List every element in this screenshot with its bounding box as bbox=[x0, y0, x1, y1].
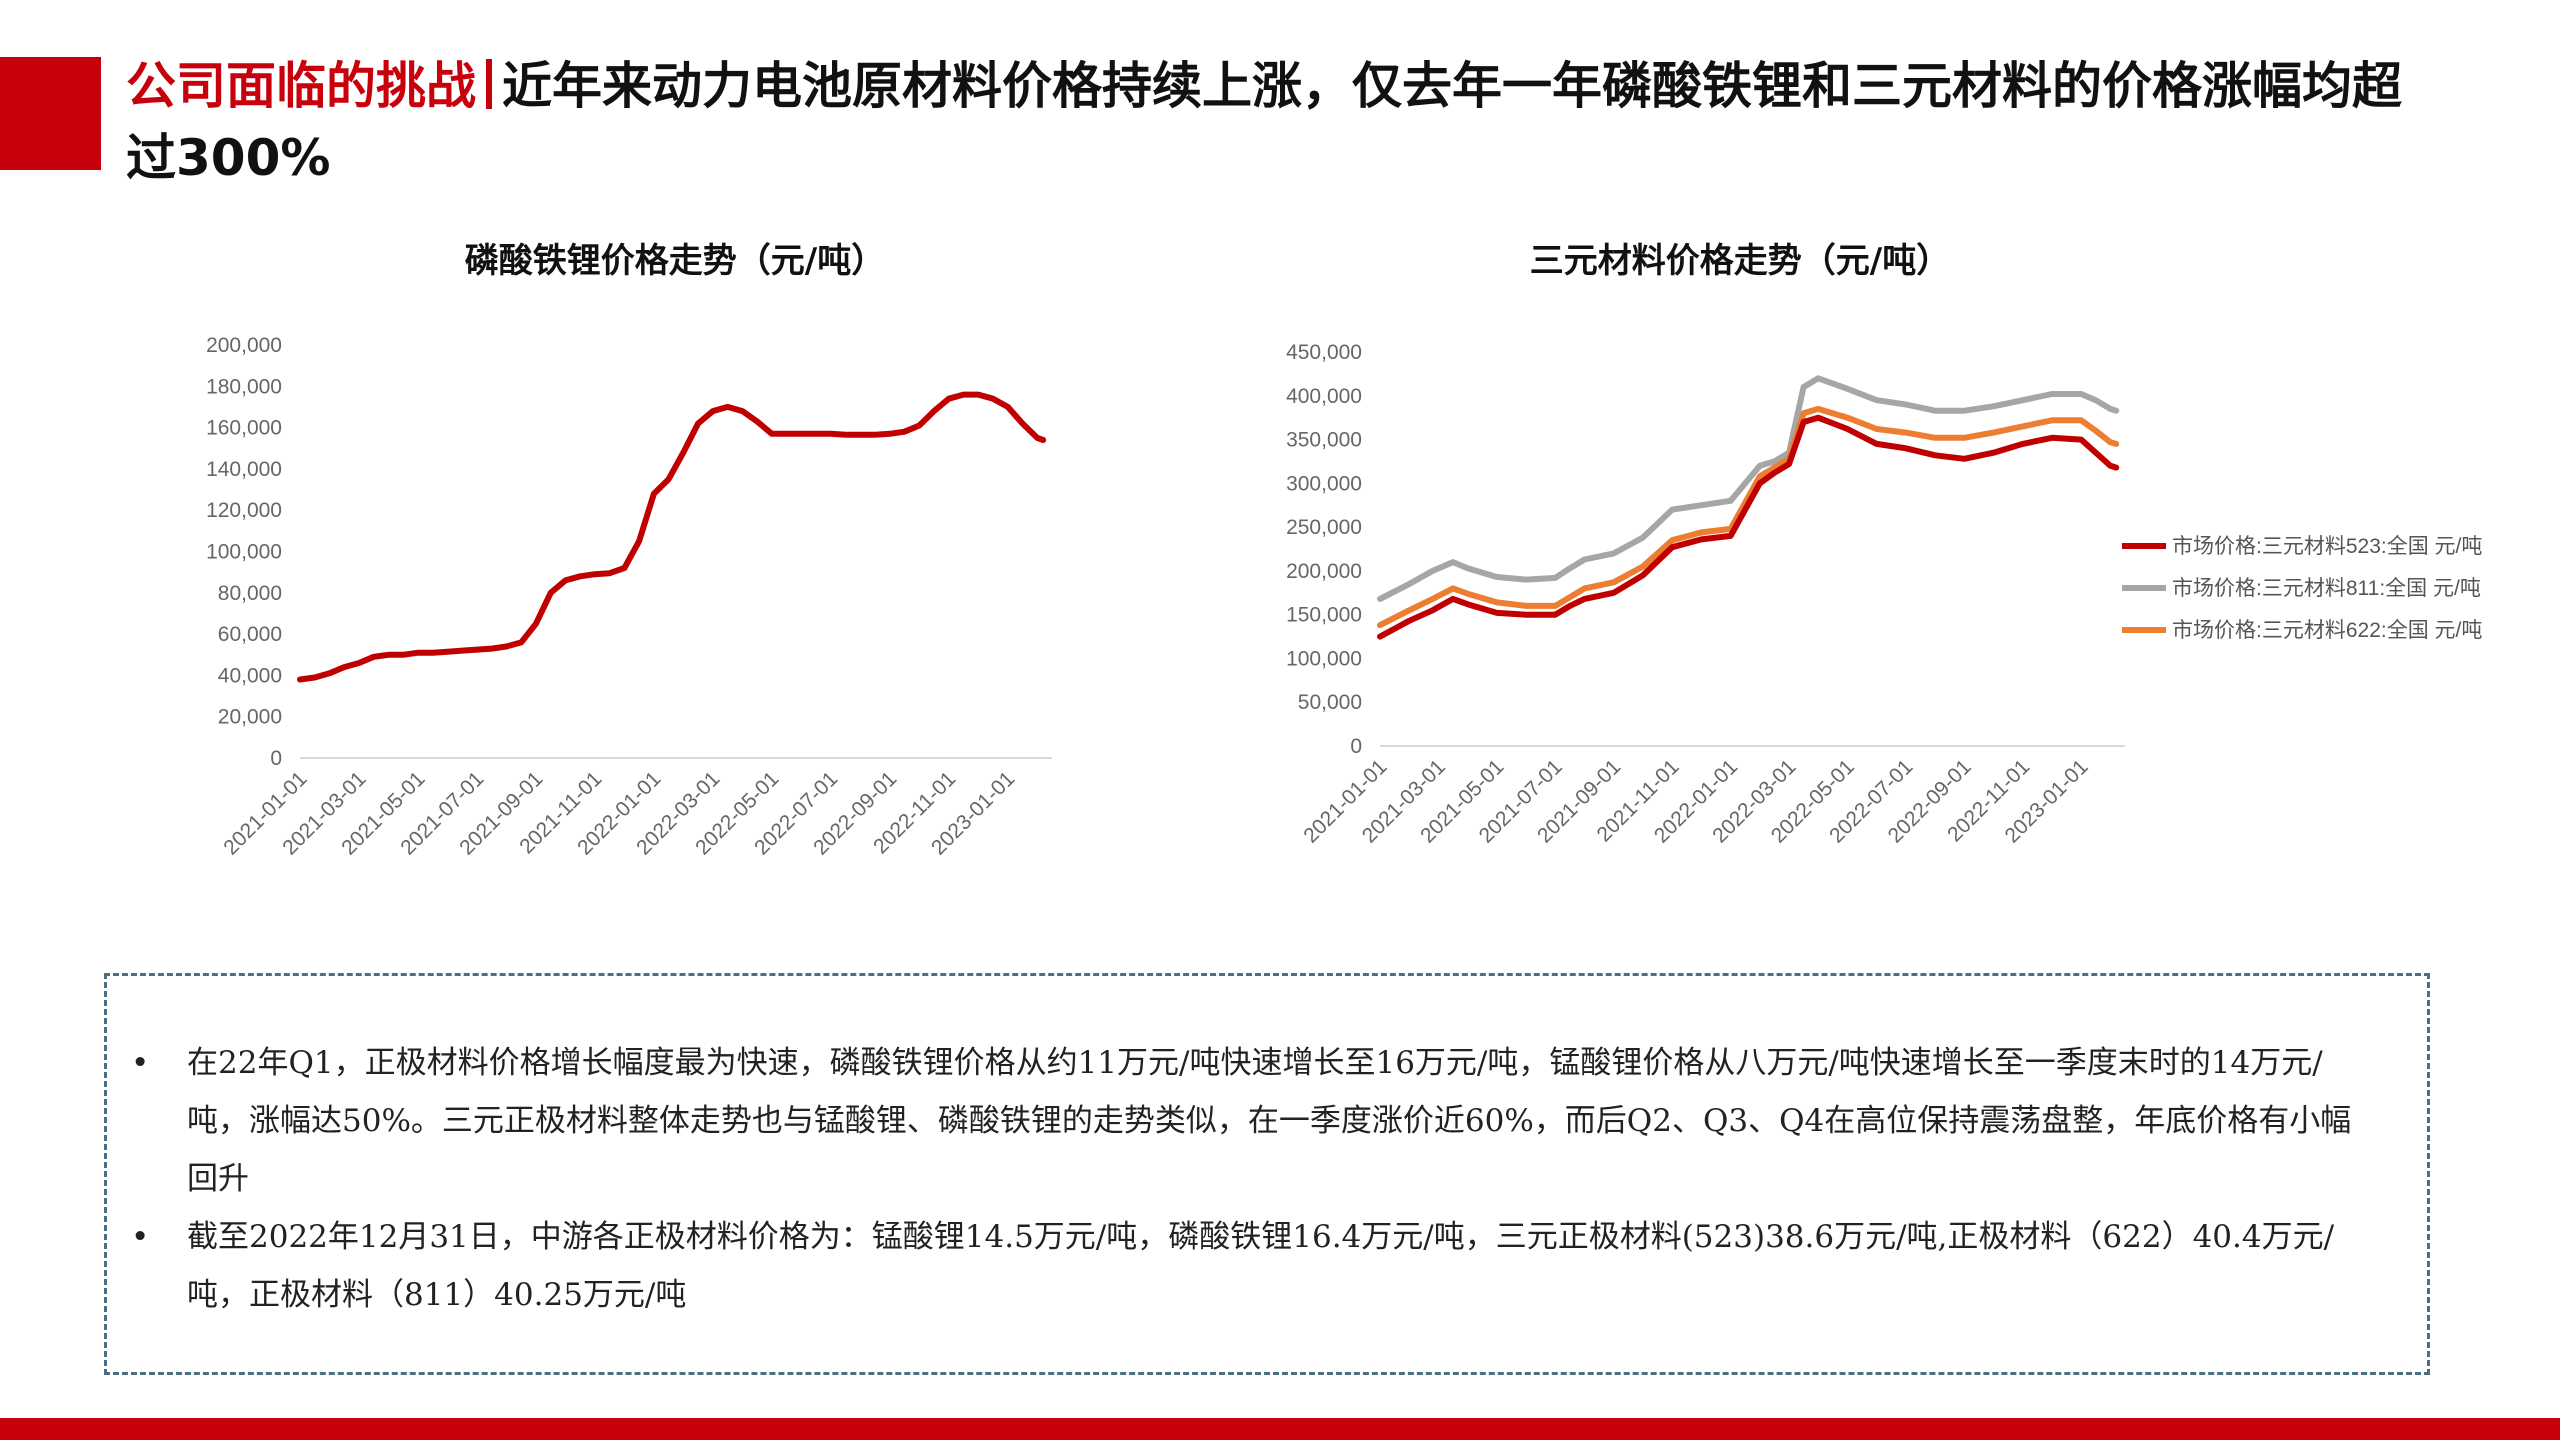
bullet-point: • bbox=[131, 1219, 150, 1255]
legend-label: 市场价格:三元材料523:全国 元/吨 bbox=[2172, 535, 2482, 558]
y-tick-label: 60,000 bbox=[218, 623, 282, 646]
legend-label: 市场价格:三元材料811:全国 元/吨 bbox=[2172, 577, 2481, 600]
note-text: 截至2022年12月31日，中游各正极材料价格为：锰酸锂14.5万元/吨，磷酸铁… bbox=[187, 1219, 2335, 1313]
y-tick-label: 350,000 bbox=[1286, 429, 1362, 452]
y-tick-label: 180,000 bbox=[206, 375, 282, 398]
bullet-point: • bbox=[131, 1045, 150, 1081]
y-tick-label: 100,000 bbox=[1286, 647, 1362, 670]
series-line bbox=[297, 391, 1047, 683]
note-item: • 截至2022年12月31日，中游各正极材料价格为：锰酸锂14.5万元/吨，磷… bbox=[131, 1208, 2367, 1324]
y-tick-label: 100,000 bbox=[206, 541, 282, 564]
note-text: 在22年Q1，正极材料价格增长幅度最为快速，磷酸铁锂价格从约11万元/吨快速增长… bbox=[187, 1045, 2352, 1197]
y-tick-label: 300,000 bbox=[1286, 472, 1362, 495]
bottom-bar bbox=[0, 1418, 2560, 1440]
y-tick-label: 200,000 bbox=[206, 334, 282, 357]
series-line bbox=[1377, 375, 2120, 602]
y-tick-label: 140,000 bbox=[206, 458, 282, 481]
title-rest: 近年来动力电池原材料价格持续上涨，仅去年一年磷酸铁锂和三元材料的价格涨幅均超过3… bbox=[126, 57, 2402, 187]
title-highlight: 公司面临的挑战 bbox=[126, 57, 476, 115]
page-title: 公司面临的挑战 近年来动力电池原材料价格持续上涨，仅去年一年磷酸铁锂和三元材料的价… bbox=[126, 50, 2426, 194]
y-tick-label: 400,000 bbox=[1286, 385, 1362, 408]
y-tick-label: 160,000 bbox=[206, 417, 282, 440]
y-tick-label: 250,000 bbox=[1286, 516, 1362, 539]
y-tick-label: 20,000 bbox=[218, 706, 282, 729]
y-tick-label: 40,000 bbox=[218, 664, 282, 687]
y-tick-label: 0 bbox=[1350, 735, 1362, 758]
y-tick-label: 50,000 bbox=[1298, 691, 1362, 714]
series-line bbox=[1377, 414, 2120, 640]
lfp-chart-title: 磷酸铁锂价格走势（元/吨） bbox=[464, 241, 886, 281]
ncm-price-chart: 0 50,000 100,000 150,000 200,000 250,000 300,0… bbox=[1286, 341, 2482, 847]
y-tick-label: 150,000 bbox=[1286, 604, 1362, 627]
title-separator bbox=[486, 59, 492, 109]
notes-list: • 在22年Q1，正极材料价格增长幅度最为快速，磷酸铁锂价格从约11万元/吨快速… bbox=[131, 1034, 2367, 1324]
notes-box: • 在22年Q1，正极材料价格增长幅度最为快速，磷酸铁锂价格从约11万元/吨快速… bbox=[104, 973, 2430, 1375]
y-tick-label: 200,000 bbox=[1286, 560, 1362, 583]
legend-label: 市场价格:三元材料622:全国 元/吨 bbox=[2172, 619, 2482, 642]
y-tick-label: 0 bbox=[270, 747, 282, 770]
y-tick-label: 450,000 bbox=[1286, 341, 1362, 364]
y-tick-label: 120,000 bbox=[206, 499, 282, 522]
lfp-price-chart: 0 20,000 40,000 60,000 80,000 100,000 120,000 1… bbox=[206, 334, 1052, 859]
note-item: • 在22年Q1，正极材料价格增长幅度最为快速，磷酸铁锂价格从约11万元/吨快速… bbox=[131, 1034, 2367, 1208]
title-accent-block bbox=[0, 57, 101, 170]
series-line bbox=[1377, 405, 2120, 629]
ncm-chart-title: 三元材料价格走势（元/吨） bbox=[1529, 241, 1951, 281]
y-tick-label: 80,000 bbox=[218, 582, 282, 605]
